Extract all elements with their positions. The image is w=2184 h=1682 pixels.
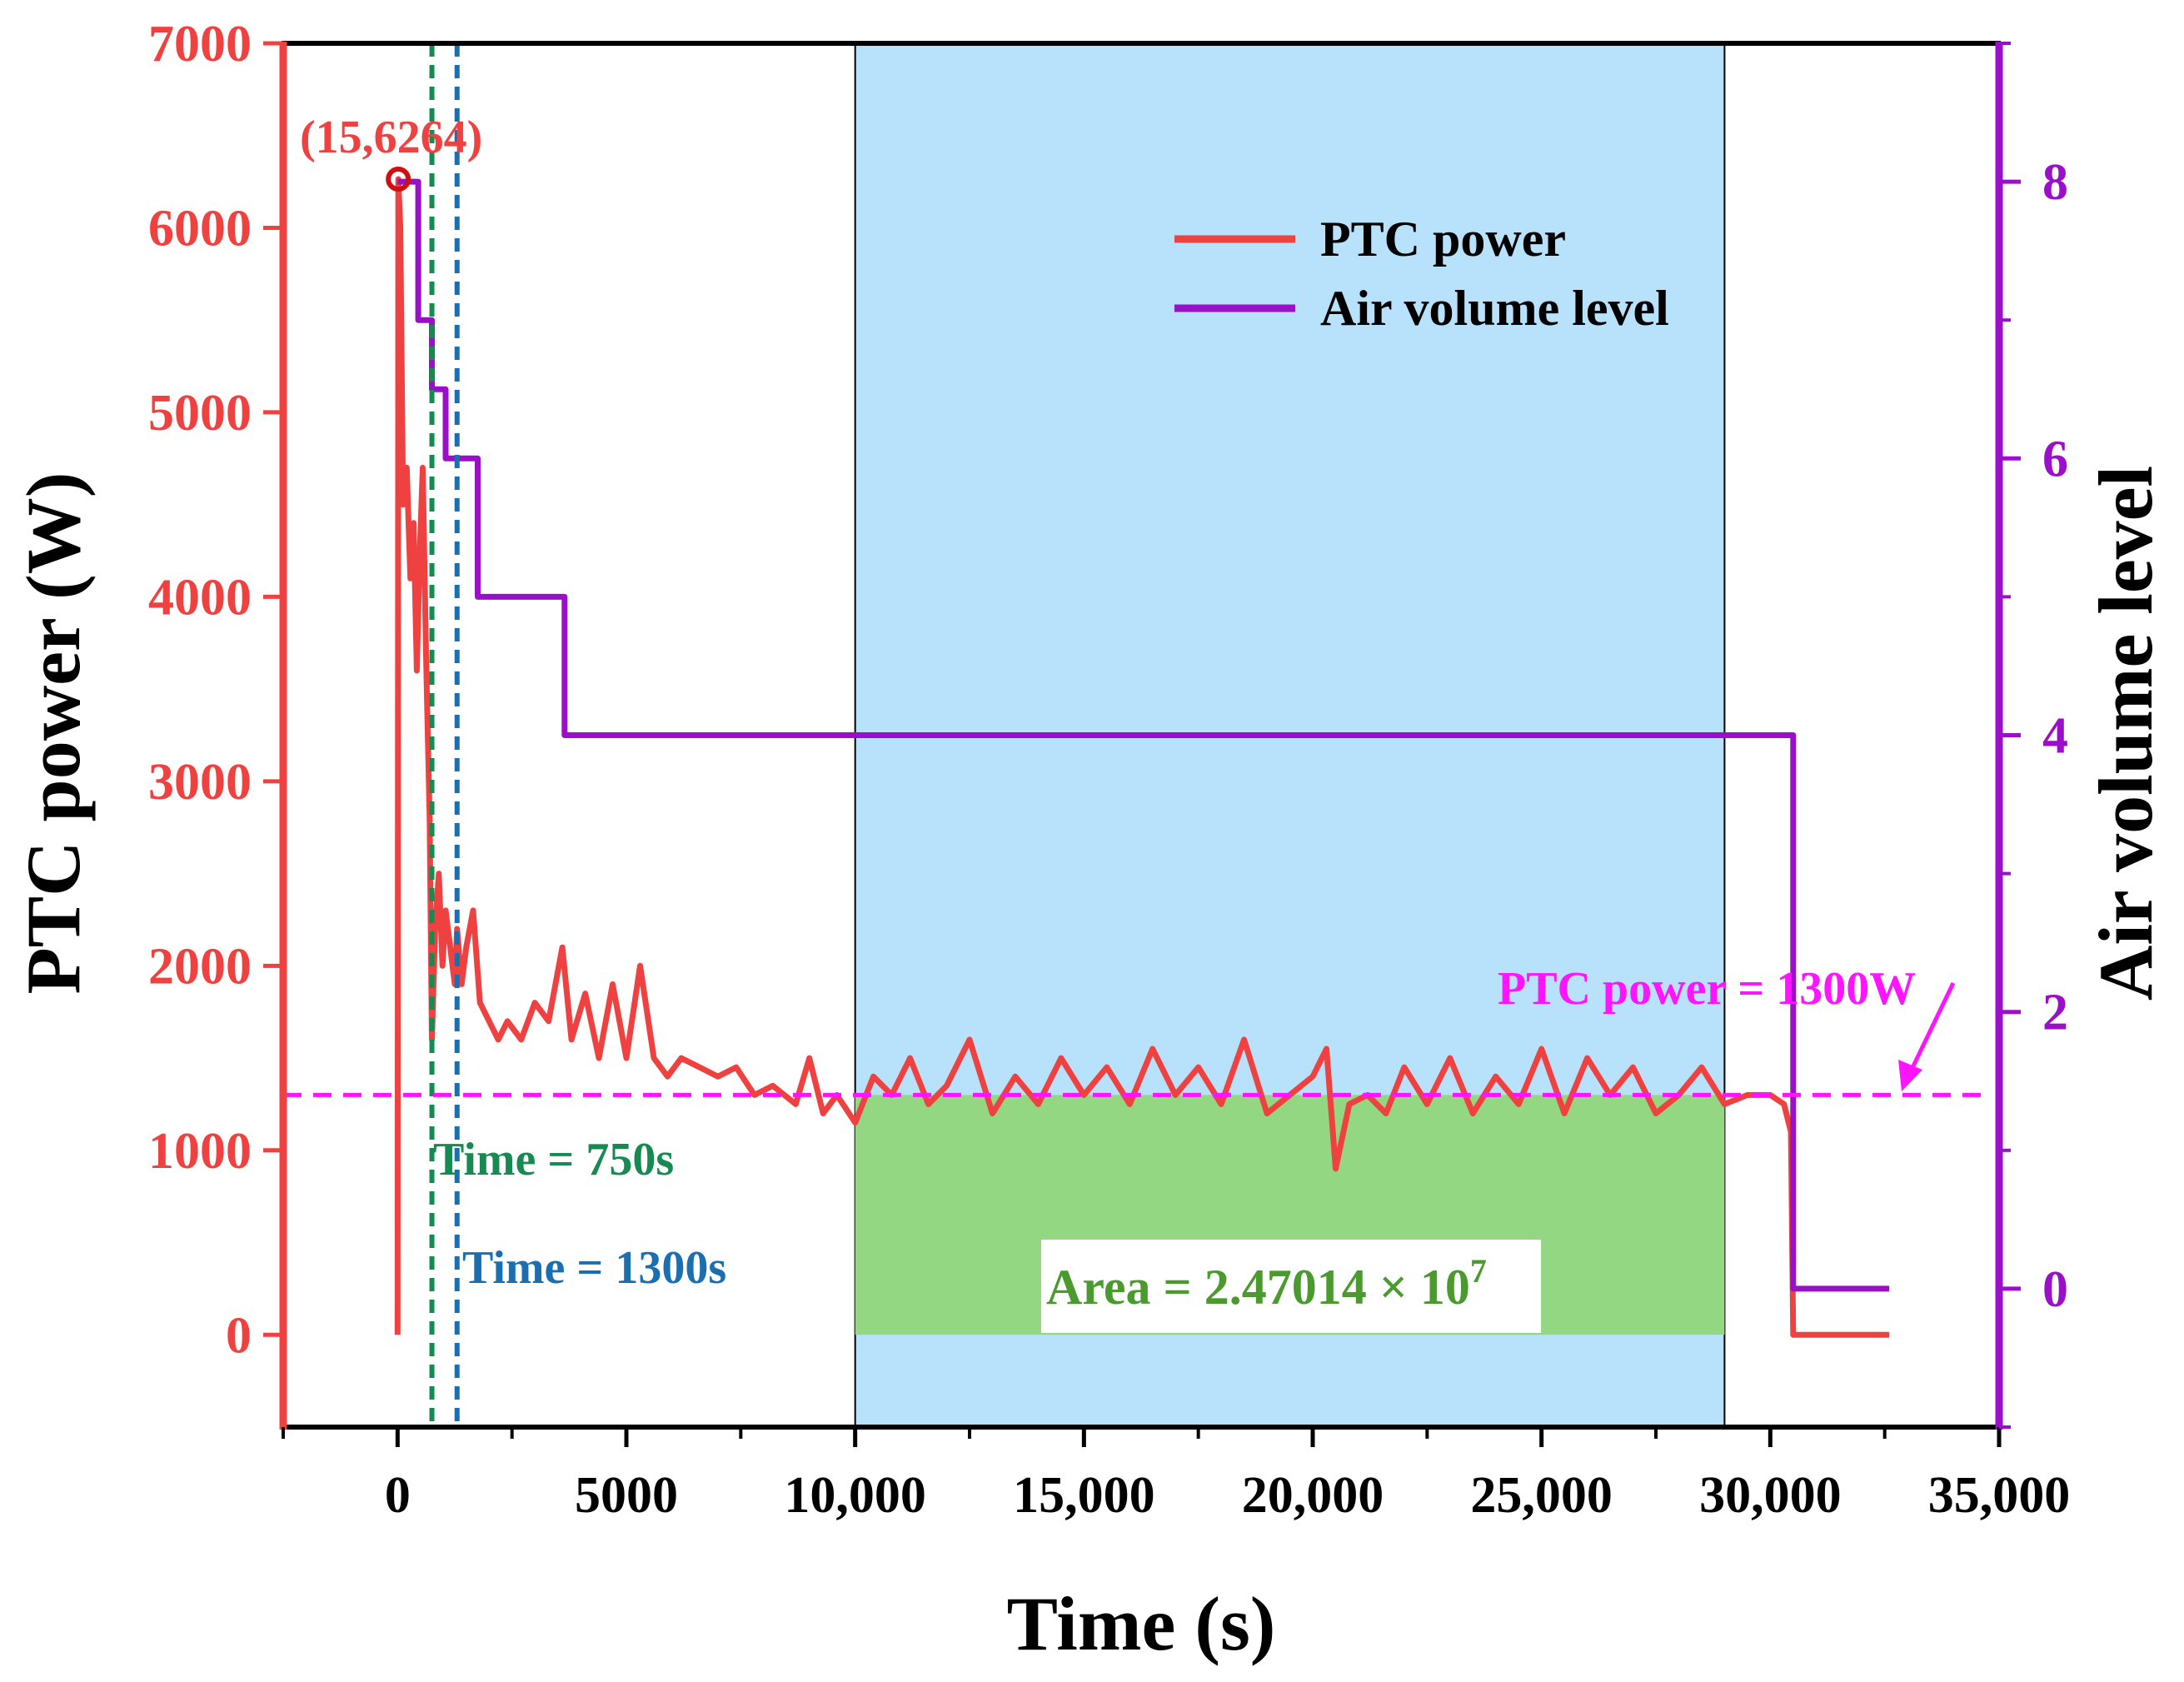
y-right-tick-label: 6: [2042, 431, 2068, 487]
y-left-tick-label: 2000: [148, 938, 252, 995]
x-tick-label: 25,000: [1470, 1467, 1613, 1524]
y-right-tick-label: 4: [2042, 708, 2068, 765]
y-left-tick-label: 0: [226, 1307, 252, 1364]
area-annotation-mantissa: Area = 2.47014 × 10: [1046, 1260, 1470, 1315]
x-tick-label: 15,000: [1013, 1467, 1155, 1524]
x-tick-label: 10,000: [784, 1467, 926, 1524]
series-line-ptc-power: [394, 176, 1890, 1338]
peak-marker: [386, 166, 411, 192]
y-left-tick-label: 4000: [148, 569, 252, 626]
legend: PTC power Air volume level: [1174, 212, 1669, 336]
y-right-axis-title: Air volume level: [2083, 466, 2168, 1001]
y-right-tick-label: 8: [2042, 154, 2068, 211]
refline-layer: [283, 43, 1987, 1427]
time-750-annotation: Time = 750s: [433, 1134, 674, 1185]
y-right-tick-label: 0: [2042, 1261, 2068, 1318]
x-tick-label: 35,000: [1928, 1467, 2071, 1524]
x-tick-label: 5000: [575, 1467, 678, 1524]
x-axis-title: Time (s): [1007, 1581, 1276, 1666]
tick-layer: 0 5000 10,000 15,000 20,000 25,000 30,000 35,00…: [148, 16, 2070, 1524]
time-1300-annotation: Time = 1300s: [462, 1242, 726, 1294]
area-label-box: [1041, 1240, 1541, 1333]
y-left-tick-label: 7000: [148, 16, 252, 72]
x-tick-label: 20,000: [1242, 1467, 1384, 1524]
threshold-annotation: PTC power = 1300W: [1498, 963, 1916, 1015]
peak-annotation: (15,6264): [300, 112, 482, 163]
x-tick-label: 30,000: [1699, 1467, 1842, 1524]
x-tick-label: 0: [385, 1467, 411, 1524]
threshold-arrow: [1898, 981, 1956, 1091]
y-right-tick-label: 2: [2042, 985, 2068, 1041]
y-left-tick-label: 5000: [148, 385, 252, 442]
y-left-axis-title: PTC power (W): [11, 472, 96, 995]
legend-label-ptc-power: PTC power: [1320, 212, 1566, 267]
y-left-tick-label: 6000: [148, 200, 252, 257]
y-left-tick-label: 3000: [148, 754, 252, 811]
area-annotation: Area = 2.47014 × 107: [1046, 1252, 1487, 1315]
legend-label-air-volume-level: Air volume level: [1320, 281, 1669, 336]
area-annotation-exponent: 7: [1470, 1252, 1487, 1290]
y-left-tick-label: 1000: [148, 1123, 252, 1180]
